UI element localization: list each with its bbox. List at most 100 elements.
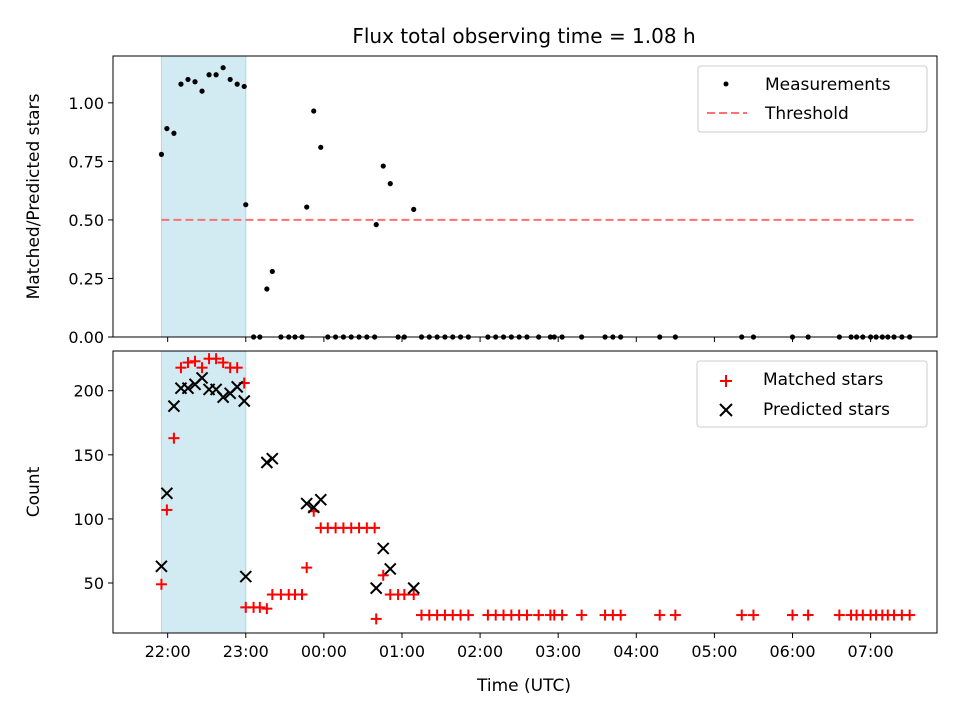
matched-star-point xyxy=(533,609,545,621)
measurement-point xyxy=(199,88,205,94)
x-tick-label: 06:00 xyxy=(769,642,815,661)
predicted-star-point xyxy=(160,487,174,500)
matched-star-point xyxy=(175,362,187,374)
measurement-point xyxy=(243,202,249,208)
measurement-point xyxy=(164,125,170,132)
matched-star-point xyxy=(904,609,916,621)
predicted-star-point xyxy=(314,493,327,506)
x-tick-label: 00:00 xyxy=(301,642,347,661)
measurement-point xyxy=(373,222,379,228)
y-tick-label: 200 xyxy=(73,382,104,401)
predicted-star-point xyxy=(239,570,252,583)
legend-measurements-marker xyxy=(723,81,729,87)
predicted-star-point xyxy=(266,452,279,465)
matched-star-point xyxy=(615,609,627,621)
legend-measurements-label: Measurements xyxy=(765,75,891,95)
bottom-shaded-region xyxy=(160,350,247,634)
measurement-point xyxy=(380,163,386,169)
predicted-star-point xyxy=(238,394,251,408)
measurement-point xyxy=(241,83,247,90)
matched-star-point xyxy=(182,357,194,369)
matched-star-point xyxy=(669,609,681,621)
x-tick-label: 23:00 xyxy=(223,642,269,661)
predicted-star-point xyxy=(195,371,209,385)
top-y-ticks: 0.00 0.25 0.50 0.75 1.00 xyxy=(68,94,113,347)
measurement-point xyxy=(158,151,165,157)
top-x-ticks xyxy=(167,337,872,342)
matched-star-point xyxy=(787,609,799,621)
top-y-axis-label: Matched/Predicted stars xyxy=(24,93,44,299)
bottom-y-axis-label: Count xyxy=(24,466,44,517)
matched-star-point xyxy=(231,362,243,374)
predicted-star-point xyxy=(407,581,420,595)
y-tick-label: 0.25 xyxy=(68,269,104,288)
x-axis-label: Time (UTC) xyxy=(476,676,571,696)
legend-matched-label: Matched stars xyxy=(763,370,883,390)
top-panel: 0.00 0.25 0.50 0.75 1.00 Matched/Predicted s… xyxy=(24,55,938,347)
bottom-legend-box xyxy=(696,360,928,428)
matched-star-point xyxy=(654,609,666,621)
measurement-point xyxy=(185,76,191,83)
matched-star-point xyxy=(196,362,208,374)
matched-star-point xyxy=(462,609,474,621)
bottom-panel: 50 100 150 200 22:00 23:00 00:00 01:00 02:00 03:… xyxy=(24,350,938,661)
bottom-x-ticks: 22:00 23:00 00:00 01:00 02:00 03:00 04:00 05:00… xyxy=(145,633,894,661)
x-tick-label: 01:00 xyxy=(379,642,425,661)
predicted-star-point xyxy=(181,381,195,395)
x-tick-label: 04:00 xyxy=(613,642,659,661)
measurement-point xyxy=(227,76,233,83)
matched-star-point xyxy=(369,522,381,534)
measurement-point xyxy=(206,72,212,78)
matched-star-point xyxy=(189,355,201,367)
matched-star-point xyxy=(155,578,167,590)
y-tick-label: 0.50 xyxy=(68,211,104,230)
matched-star-point xyxy=(408,589,420,601)
measurement-point xyxy=(387,181,393,187)
bottom-axes-frame xyxy=(112,350,938,634)
measurement-point xyxy=(234,81,240,87)
predicted-star-point xyxy=(167,399,181,413)
predicted-star-point xyxy=(155,560,168,573)
y-tick-label: 0.00 xyxy=(68,328,104,347)
matched-star-point xyxy=(168,432,180,444)
matched-star-point xyxy=(210,353,222,365)
matched-star-point xyxy=(521,609,533,621)
matched-star-point xyxy=(747,609,759,621)
y-tick-label: 100 xyxy=(73,510,104,529)
matched-star-point xyxy=(296,589,308,601)
matched-star-point xyxy=(802,609,814,621)
measurement-point xyxy=(213,72,219,78)
measurement-point xyxy=(318,144,324,150)
matched-star-point xyxy=(576,609,588,621)
predicted-star-point xyxy=(370,581,383,595)
predicted-star-point xyxy=(300,497,313,510)
y-tick-label: 1.00 xyxy=(68,94,104,113)
chart-title: Flux total observing time = 1.08 h xyxy=(352,24,695,48)
measurement-point xyxy=(220,65,226,71)
x-tick-label: 22:00 xyxy=(145,642,191,661)
bottom-marks xyxy=(155,353,916,625)
measurement-point xyxy=(264,286,270,292)
y-tick-label: 150 xyxy=(73,446,104,465)
predicted-star-point xyxy=(377,542,390,555)
matched-star-point xyxy=(398,589,410,601)
bottom-y-ticks: 50 100 150 200 xyxy=(73,382,113,593)
matched-star-point xyxy=(833,609,845,621)
top-legend-box xyxy=(697,65,928,133)
measurement-point xyxy=(178,81,184,87)
legend-predicted-marker xyxy=(719,403,733,417)
matched-star-point xyxy=(736,609,748,621)
top-shaded-region xyxy=(160,55,247,338)
predicted-star-point xyxy=(216,390,230,404)
measurement-point xyxy=(304,204,310,210)
y-tick-label: 0.75 xyxy=(68,152,104,171)
matched-star-point xyxy=(301,562,313,574)
x-tick-label: 05:00 xyxy=(691,642,737,661)
bottom-legend: Matched stars Predicted stars xyxy=(696,360,928,428)
measurement-point xyxy=(171,130,177,136)
top-legend: Measurements Threshold xyxy=(697,65,928,133)
matched-star-point xyxy=(370,613,382,625)
predicted-star-point xyxy=(260,456,274,469)
legend-threshold-label: Threshold xyxy=(764,104,849,124)
